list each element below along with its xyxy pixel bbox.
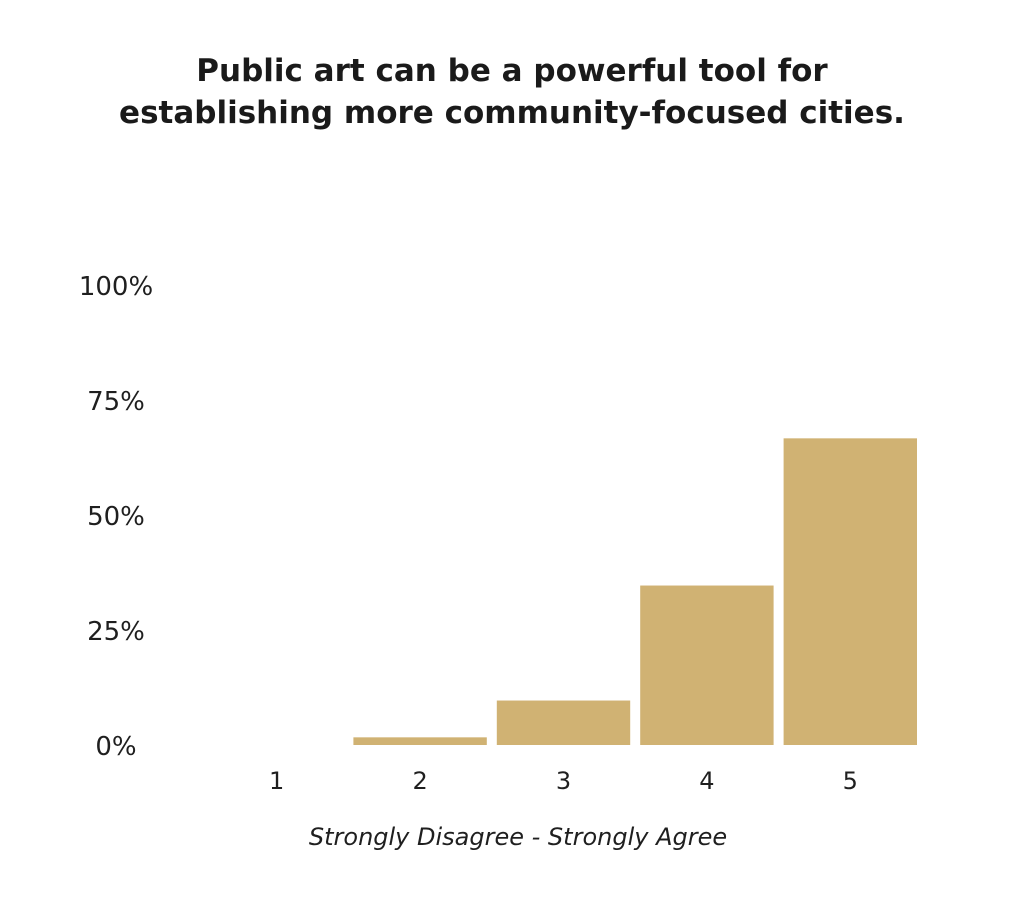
x-tick-label: 1 [269,767,284,795]
x-tick-label: 5 [843,767,858,795]
x-axis-label: Strongly Disagree - Strongly Agree [309,823,727,851]
y-axis-ticks: 0% 25% 50% 75% 100% [79,272,153,762]
bar-2 [353,737,487,745]
bar-4 [640,585,774,745]
y-tick-label: 100% [79,272,153,302]
x-tick-label: 3 [556,767,571,795]
chart-title-line-2: establishing more community-focused citi… [119,95,905,131]
chart-title-line-1: Public art can be a powerful tool for [196,53,828,89]
x-tick-label: 4 [699,767,714,795]
chart-title: Public art can be a powerful tool for es… [0,50,1024,134]
x-tick-label: 2 [412,767,427,795]
y-tick-label: 0% [95,732,136,762]
bar-5 [783,438,917,745]
bars [353,438,917,745]
y-tick-label: 75% [87,387,145,417]
bar-3 [496,700,631,745]
y-tick-label: 50% [87,502,145,532]
x-axis-category-labels: 1 2 3 4 5 [269,767,858,795]
y-tick-label: 25% [87,617,145,647]
